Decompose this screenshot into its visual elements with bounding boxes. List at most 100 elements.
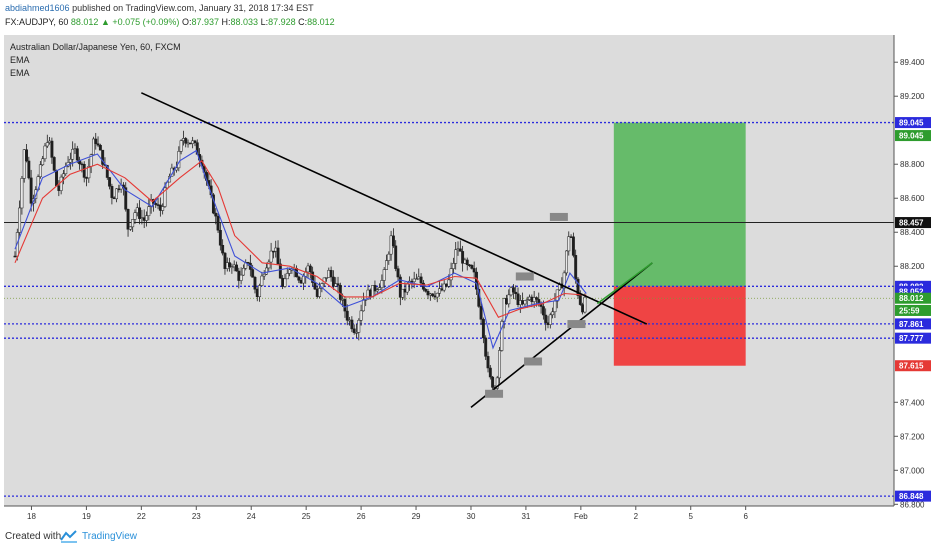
candle bbox=[25, 143, 28, 163]
breakout-projection-line[interactable] bbox=[596, 262, 653, 305]
candle bbox=[583, 293, 587, 314]
plot-area[interactable] bbox=[4, 35, 894, 506]
candle bbox=[325, 277, 328, 282]
candle bbox=[184, 137, 188, 148]
price-chart[interactable]: 89.400 89.200 88.800 88.600 88.400 88.200 87.4… bbox=[0, 34, 932, 526]
candle bbox=[576, 276, 580, 299]
time-tick-label: 5 bbox=[689, 512, 694, 521]
candle bbox=[415, 273, 418, 281]
candle bbox=[188, 142, 192, 145]
tradingview-brand[interactable]: TradingView bbox=[82, 531, 138, 542]
price-badge bbox=[895, 285, 931, 297]
candle bbox=[239, 267, 243, 285]
ascending-trendline[interactable] bbox=[470, 262, 653, 409]
price-tick-label: 89.200 bbox=[900, 92, 925, 101]
swing-marker-box[interactable] bbox=[485, 389, 504, 398]
candle bbox=[260, 271, 264, 287]
time-tick-label: 24 bbox=[247, 512, 256, 521]
candle bbox=[350, 316, 354, 333]
descending-trendline[interactable] bbox=[141, 92, 648, 325]
candle bbox=[551, 307, 555, 319]
candle bbox=[52, 156, 56, 173]
tradingview-logo-icon bbox=[60, 530, 77, 543]
time-tick-label: 18 bbox=[27, 512, 36, 521]
candle bbox=[98, 143, 102, 151]
target-zone[interactable] bbox=[613, 122, 746, 287]
swing-marker-box[interactable] bbox=[567, 320, 586, 329]
candle bbox=[278, 258, 282, 279]
author-link[interactable]: abdiahmed1606 bbox=[5, 3, 70, 13]
candle bbox=[500, 319, 504, 352]
legend-title: Australian Dollar/Japanese Yen, 60, FXCM bbox=[10, 42, 181, 52]
candle bbox=[276, 240, 280, 265]
price-tick-label: 87.400 bbox=[900, 398, 925, 407]
candle bbox=[454, 242, 458, 270]
candle bbox=[253, 275, 257, 294]
candle bbox=[68, 152, 72, 170]
candle bbox=[179, 139, 183, 155]
ema-slow-line[interactable] bbox=[14, 159, 587, 318]
candle bbox=[145, 211, 148, 227]
candle bbox=[235, 261, 238, 272]
price-badge-label: 87.615 bbox=[899, 362, 924, 371]
high-value: 88.033 bbox=[230, 17, 259, 27]
last-price: 88.012 bbox=[70, 17, 99, 27]
candle bbox=[311, 266, 315, 287]
legend-ema-1: EMA bbox=[10, 55, 30, 65]
high-label: H: bbox=[221, 17, 231, 27]
price-badge bbox=[895, 304, 931, 316]
candle bbox=[431, 293, 435, 298]
candle bbox=[574, 249, 578, 284]
candle bbox=[55, 169, 58, 187]
swing-marker-box[interactable] bbox=[524, 357, 543, 366]
time-tick-label: Feb bbox=[574, 512, 588, 521]
candle bbox=[398, 274, 402, 306]
candle bbox=[401, 288, 405, 300]
candle bbox=[258, 283, 262, 302]
price-badge-label: 87.861 bbox=[899, 320, 924, 329]
candle bbox=[285, 267, 289, 280]
ema-fast-line[interactable] bbox=[14, 149, 587, 350]
price-badge bbox=[895, 217, 931, 229]
created-with-text: Created with bbox=[5, 531, 62, 542]
swing-marker-box[interactable] bbox=[549, 212, 568, 221]
candle bbox=[269, 242, 273, 270]
candle bbox=[221, 239, 225, 256]
candle bbox=[544, 308, 548, 331]
time-tick-label: 22 bbox=[137, 512, 146, 521]
candle bbox=[382, 267, 386, 288]
candle bbox=[91, 136, 95, 155]
candle bbox=[110, 183, 114, 205]
candle bbox=[461, 245, 465, 272]
candle bbox=[38, 160, 42, 179]
candle bbox=[507, 289, 511, 308]
candle bbox=[481, 317, 485, 344]
candle bbox=[216, 213, 220, 233]
price-axis[interactable] bbox=[894, 35, 932, 506]
candle bbox=[438, 280, 442, 297]
price-badge-label: 88.012 bbox=[899, 294, 924, 303]
candle bbox=[345, 304, 349, 326]
price-badge bbox=[895, 318, 931, 330]
candle bbox=[82, 161, 86, 183]
candle bbox=[61, 170, 65, 185]
change-arrow-icon: ▲ bbox=[100, 17, 110, 27]
candle bbox=[271, 250, 275, 259]
candle bbox=[511, 284, 515, 299]
stop-zone[interactable] bbox=[613, 286, 746, 366]
swing-marker-box[interactable] bbox=[515, 272, 534, 281]
price-badge bbox=[895, 490, 931, 502]
candle bbox=[565, 250, 568, 276]
candle bbox=[491, 376, 495, 389]
candle bbox=[336, 276, 340, 294]
candle bbox=[484, 335, 488, 360]
time-tick-label: 25 bbox=[302, 512, 311, 521]
candle bbox=[18, 200, 22, 238]
candle bbox=[486, 351, 490, 373]
candle bbox=[241, 264, 245, 276]
price-badge-label: 88.052 bbox=[899, 287, 924, 296]
open-value: 87.937 bbox=[191, 17, 219, 27]
time-tick-label: 23 bbox=[192, 512, 201, 521]
price-tick-label: 88.200 bbox=[900, 262, 925, 271]
time-tick-label: 31 bbox=[521, 512, 530, 521]
